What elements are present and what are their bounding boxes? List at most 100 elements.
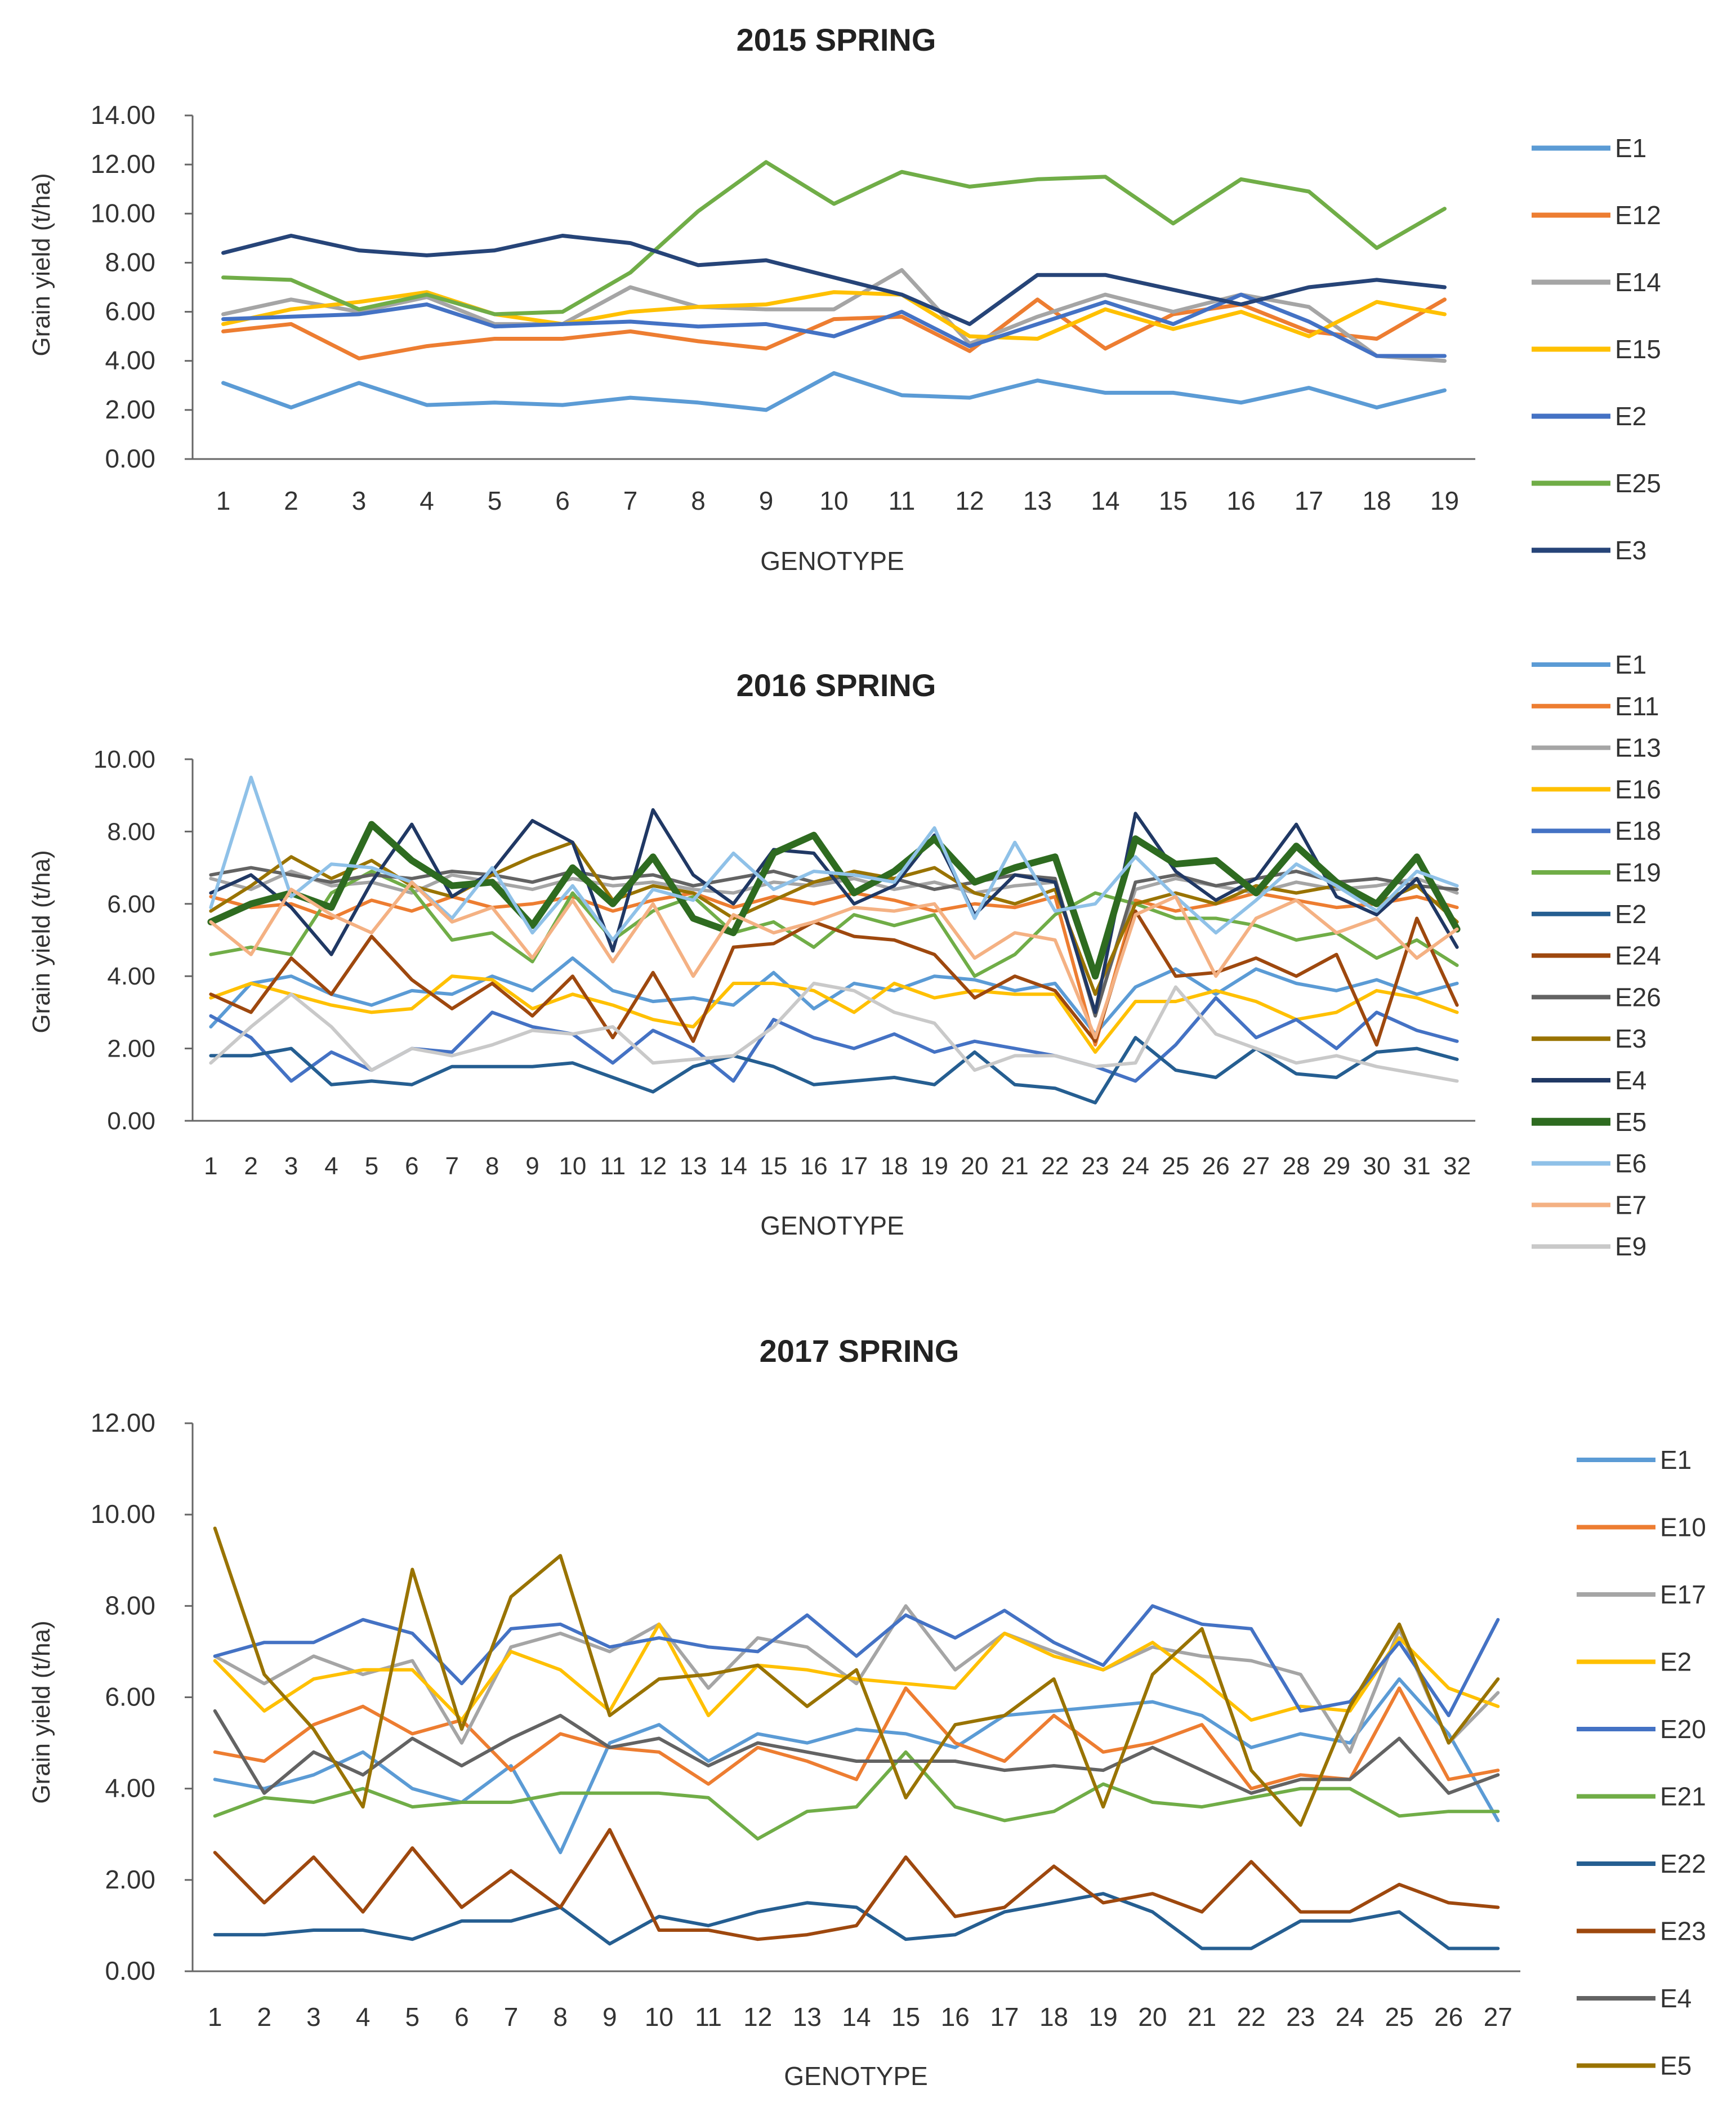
x-tick-label: 5 [488,486,502,515]
y-tick-label: 10.00 [93,746,155,773]
x-tick-label: 18 [1039,2002,1068,2032]
x-tick-label: 1 [204,1152,217,1180]
chart-2016-spring: 2016 SPRING Grain yield (t/ha) GENOTYPE … [28,650,1661,1261]
y-tick-label: 0.00 [105,444,155,473]
legend: E1 E10 E17 E2 E20 E21 E22 E23 E4 E5 [1577,1445,1706,2081]
series-line-e19 [209,870,1459,978]
legend-label: E2 [1615,899,1646,929]
x-tick-label: 26 [1202,1152,1230,1180]
legend-label: E17 [1660,1580,1706,1609]
series-line-e3 [221,234,1447,326]
chart-title: 2016 SPRING [737,667,936,703]
legend-label: E9 [1615,1232,1646,1261]
x-axis-label: GENOTYPE [784,2061,928,2091]
y-tick-label: 14.00 [91,100,155,130]
x-tick-label: 26 [1434,2002,1463,2032]
series-line-e24 [209,909,1459,1047]
legend-label: E20 [1660,1714,1706,1744]
x-tick-label: 17 [990,2002,1019,2032]
x-tick-label: 9 [525,1152,539,1180]
x-tick-label: 23 [1286,2002,1315,2032]
y-tick-label: 6.00 [107,890,155,918]
legend-label: E16 [1615,774,1661,804]
series-line-e2 [221,292,1447,358]
series-line-e2 [209,1036,1459,1104]
x-tick-label: 2 [257,2002,272,2032]
legend-label: E2 [1615,402,1646,431]
legend-label: E19 [1615,858,1661,887]
x-tick-label: 18 [881,1152,908,1180]
legend-label: E24 [1615,941,1661,970]
x-tick-label: 16 [1226,486,1255,515]
x-tick-label: 12 [955,486,984,515]
legend: E1 E11 E13 E16 E18 E19 E2 E24 E26 E3 E4 E5 E6 E7 E9 [1532,650,1661,1261]
series-line-e21 [213,1750,1500,1841]
legend-label: E5 [1660,2051,1692,2081]
x-axis-label: GENOTYPE [760,546,904,576]
series-line-e7 [209,880,1459,1040]
x-tick-label: 2 [244,1152,258,1180]
x-tick-label: 14 [1091,486,1119,515]
x-tick-label: 10 [645,2002,673,2032]
legend-label: E6 [1615,1149,1646,1178]
x-tick-label: 10 [559,1152,586,1180]
y-tick-label: 10.00 [91,1499,155,1529]
y-tick-label: 2.00 [107,1035,155,1063]
x-tick-label: 5 [405,2002,420,2032]
legend-label: E4 [1660,1984,1692,2013]
x-tick-label: 8 [485,1152,499,1180]
x-tick-label: 19 [1430,486,1459,515]
legend-label: E11 [1615,692,1659,721]
y-tick-label: 8.00 [105,247,155,277]
x-tick-label: 25 [1385,2002,1413,2032]
x-tick-label: 25 [1162,1152,1189,1180]
series-line-e1 [221,371,1447,412]
series-line-e4 [213,1709,1500,1795]
x-tick-label: 21 [1001,1152,1029,1180]
series-line-e2 [213,1622,1500,1722]
x-tick-label: 7 [504,2002,519,2032]
x-tick-label: 23 [1082,1152,1109,1180]
x-tick-label: 20 [1138,2002,1167,2032]
x-tick-label: 7 [445,1152,458,1180]
y-tick-label: 6.00 [105,1682,155,1712]
x-tick-label: 9 [759,486,774,515]
legend-label: E2 [1660,1647,1692,1677]
x-tick-label: 29 [1323,1152,1350,1180]
x-tick-label: 3 [306,2002,321,2032]
y-tick-label: 4.00 [105,346,155,375]
legend-label: E1 [1660,1445,1692,1475]
x-tick-label: 7 [623,486,638,515]
legend-label: E5 [1615,1107,1646,1137]
x-tick-label: 4 [324,1152,338,1180]
legend-label: E13 [1615,733,1661,763]
series-line-e11 [209,891,1459,1047]
legend-label: E4 [1615,1066,1646,1095]
series-line-e4 [209,808,1459,1014]
x-tick-label: 12 [743,2002,772,2032]
x-tick-label: 13 [680,1152,707,1180]
x-tick-label: 14 [842,2002,871,2032]
x-tick-label: 31 [1403,1152,1431,1180]
legend-label: E26 [1615,982,1661,1012]
series-line-e15 [221,290,1447,341]
series-line-e1 [213,1677,1500,1855]
y-tick-label: 6.00 [105,297,155,326]
x-tick-label: 18 [1362,486,1391,515]
y-axis-label: Grain yield (t/ha) [28,1620,55,1803]
legend-label: E21 [1660,1782,1706,1811]
legend: E1 E12 E14 E15 E2 E25 E3 [1532,133,1661,565]
x-tick-label: 19 [921,1152,948,1180]
y-tick-label: 2.00 [105,395,155,424]
x-tick-label: 6 [405,1152,418,1180]
x-tick-label: 28 [1283,1152,1310,1180]
y-tick-label: 2.00 [105,1865,155,1894]
x-tick-label: 14 [720,1152,747,1180]
x-axis-label: GENOTYPE [760,1211,904,1240]
series-line-e22 [213,1892,1500,1950]
legend-label: E3 [1615,536,1646,565]
x-tick-label: 1 [208,2002,222,2032]
x-tick-label: 13 [1023,486,1052,515]
